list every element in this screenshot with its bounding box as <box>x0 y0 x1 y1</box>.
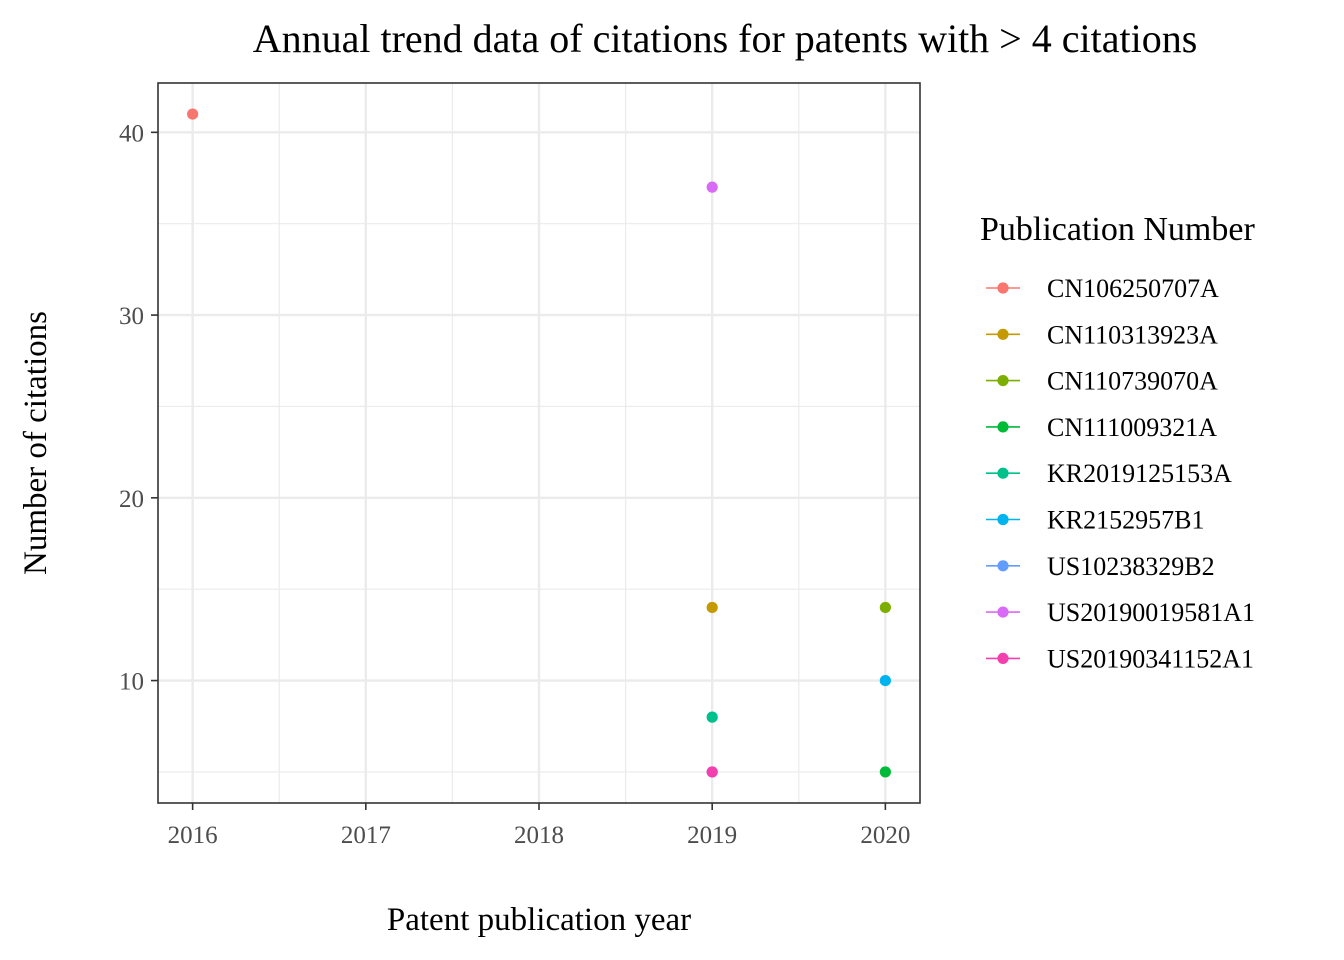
legend-key-point <box>997 607 1008 618</box>
legend-label: US20190019581A1 <box>1047 598 1255 627</box>
legend-label: CN111009321A <box>1047 413 1217 442</box>
legend-item: US10238329B2 <box>986 552 1215 581</box>
data-point <box>187 108 198 119</box>
x-tick-label: 2018 <box>514 822 564 849</box>
legend-key-point <box>997 375 1008 386</box>
legend-item: KR2152957B1 <box>986 506 1204 535</box>
legend-label: US10238329B2 <box>1047 552 1215 581</box>
legend-key-point <box>997 282 1008 293</box>
legend-key-point <box>997 653 1008 664</box>
x-tick-label: 2016 <box>168 822 218 849</box>
data-point <box>880 602 891 613</box>
legend-item: CN106250707A <box>986 274 1219 303</box>
data-point <box>880 675 891 686</box>
legend-label: US20190341152A1 <box>1047 644 1254 673</box>
legend: Publication Number CN106250707A CN1103139… <box>980 211 1255 673</box>
x-tick-label: 2019 <box>687 822 737 849</box>
x-tick-label: 2020 <box>860 822 910 849</box>
legend-item: US20190341152A1 <box>986 644 1254 673</box>
legend-label: CN106250707A <box>1047 274 1219 303</box>
legend-item: CN110313923A <box>986 320 1218 349</box>
legend-key-point <box>997 560 1008 571</box>
chart-title: Annual trend data of citations for paten… <box>253 16 1198 61</box>
y-axis-title: Number of citations <box>18 311 54 575</box>
legend-item: KR2019125153A <box>986 459 1232 488</box>
x-axis-title: Patent publication year <box>387 902 691 938</box>
data-point <box>707 712 718 723</box>
legend-key-point <box>997 468 1008 479</box>
data-point <box>880 766 891 777</box>
legend-label: CN110739070A <box>1047 367 1218 396</box>
legend-key-point <box>997 421 1008 432</box>
legend-key-point <box>997 329 1008 340</box>
legend-items: CN106250707A CN110313923A CN110739070A CN11… <box>986 274 1255 673</box>
grid <box>158 83 920 803</box>
x-axis-ticks: 2016 2017 2018 2019 2020 <box>168 803 911 849</box>
legend-title: Publication Number <box>980 211 1255 248</box>
data-point <box>707 766 718 777</box>
y-tick-label: 10 <box>119 669 144 696</box>
legend-key-point <box>997 514 1008 525</box>
legend-item: CN111009321A <box>986 413 1217 442</box>
y-tick-label: 30 <box>119 303 144 330</box>
legend-label: KR2152957B1 <box>1047 506 1204 535</box>
data-point <box>707 182 718 193</box>
legend-item: US20190019581A1 <box>986 598 1255 627</box>
y-tick-label: 20 <box>119 486 144 513</box>
legend-label: KR2019125153A <box>1047 459 1232 488</box>
y-axis-ticks: 10 20 30 40 <box>119 120 158 695</box>
y-tick-label: 40 <box>119 120 144 147</box>
x-tick-label: 2017 <box>341 822 391 849</box>
legend-label: CN110313923A <box>1047 320 1218 349</box>
data-point <box>707 602 718 613</box>
legend-item: CN110739070A <box>986 367 1218 396</box>
